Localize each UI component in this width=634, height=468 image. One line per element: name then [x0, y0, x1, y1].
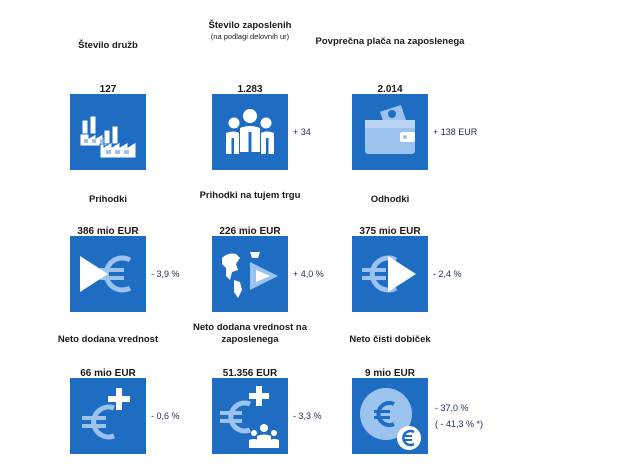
wallet-icon: [352, 94, 428, 170]
euro-play-icon: [352, 236, 428, 312]
kpi-label-note: (na podlagi delovnih ur): [210, 32, 290, 41]
kpi-value: 9 mio EUR: [364, 368, 415, 379]
people-group-icon: [212, 94, 288, 170]
kpi-value: 127: [99, 84, 117, 95]
kpi-change: - 3,9 %: [151, 269, 180, 279]
kpi-label: Prihodki: [88, 194, 127, 205]
kpi-label: Povprečna plača na zaposlenega: [315, 36, 465, 47]
globe-play-icon: [212, 236, 288, 312]
coin-euro-icon: [352, 378, 428, 454]
kpi-value: 2.014: [377, 84, 403, 95]
euro-plus-icon: [70, 378, 146, 454]
kpi-change: + 4,0 %: [293, 269, 324, 279]
kpi-label: Neto čisti dobiček: [349, 334, 431, 345]
kpi-value: 386 mio EUR: [77, 226, 139, 237]
kpi-label: Neto dodana vrednost na zaposlenega: [192, 322, 307, 345]
kpi-label: Število družb: [78, 40, 138, 51]
euro-plus-people-icon: [212, 378, 288, 454]
kpi-value: 226 mio EUR: [219, 226, 281, 237]
kpi-label: Prihodki na tujem trgu: [199, 190, 301, 201]
kpi-change: + 138 EUR: [433, 127, 478, 137]
kpi-change: - 2,4 %: [433, 269, 462, 279]
kpi-label: Odhodki: [370, 194, 410, 205]
kpi-label: Število zaposlenih (na podlagi delovnih …: [175, 20, 325, 42]
kpi-change: - 0,6 %: [151, 411, 180, 421]
kpi-value: 375 mio EUR: [359, 226, 421, 237]
kpi-change-secondary: ( - 41,3 % *): [435, 419, 484, 429]
kpi-value: 1.283: [237, 84, 263, 95]
play-euro-icon: [70, 236, 146, 312]
kpi-label: Neto dodana vrednost: [57, 334, 159, 345]
kpi-label-main: Število zaposlenih: [208, 20, 292, 31]
kpi-value: 51.356 EUR: [222, 368, 278, 379]
kpi-value: 66 mio EUR: [80, 368, 136, 379]
kpi-change: + 34: [293, 127, 311, 137]
kpi-change: - 37,0 %: [435, 403, 469, 413]
kpi-change: - 3,3 %: [293, 411, 322, 421]
factory-icon: [70, 94, 146, 170]
